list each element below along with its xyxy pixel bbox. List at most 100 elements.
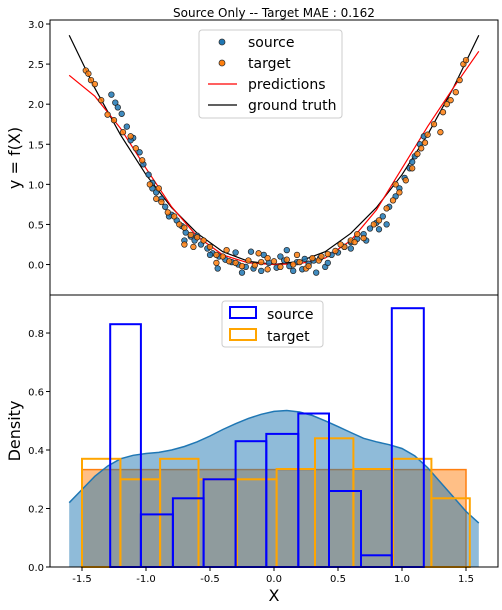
target-point xyxy=(194,234,201,241)
target-point xyxy=(223,246,230,254)
target-point xyxy=(270,258,278,265)
source-point xyxy=(118,110,125,117)
target-point xyxy=(155,185,162,192)
target-point xyxy=(383,205,390,212)
target-point xyxy=(158,198,165,206)
target-point xyxy=(264,266,271,273)
source-point xyxy=(379,213,386,220)
target-point xyxy=(409,165,416,172)
target-point xyxy=(452,89,459,96)
source-kde-area xyxy=(69,410,479,567)
target-point xyxy=(164,209,171,216)
target-point xyxy=(305,262,312,270)
target-point xyxy=(190,243,197,251)
source-point xyxy=(301,255,308,263)
target-point xyxy=(456,76,463,84)
target-point xyxy=(171,213,178,220)
source-point xyxy=(383,221,390,228)
target-point xyxy=(127,133,134,140)
density-panel: X Density 0.00.20.40.60.8-1.5 -1.0 -0.5 0.0… xyxy=(5,294,499,605)
legend-target-label: target xyxy=(248,56,291,72)
x-tick-label: -1.5 xyxy=(72,574,92,585)
density-y-axis-label: Density xyxy=(5,401,24,462)
target-point xyxy=(226,258,233,265)
bottom-axis-ticks: 0.0 0.2 0.4 0.6 0.8 -1.5 -1.0 -0.5 0.0 0.5 1.0 1.5 xyxy=(28,329,474,585)
target-point xyxy=(98,97,105,104)
x-tick-label: 0.0 xyxy=(266,574,282,585)
target-point xyxy=(85,70,92,77)
target-point xyxy=(354,230,361,238)
target-point xyxy=(447,97,454,104)
target-point xyxy=(264,254,271,262)
source-point xyxy=(290,267,297,275)
source-point xyxy=(313,269,320,276)
target-point xyxy=(181,224,188,231)
source-point xyxy=(136,149,143,156)
x-tick-label: -1.0 xyxy=(136,574,156,585)
target-point xyxy=(375,217,383,224)
target-point xyxy=(153,195,160,202)
target-point xyxy=(146,181,153,188)
density-legend-box xyxy=(221,300,324,348)
target-point xyxy=(402,177,409,184)
chart-title: Source Only -- Target MAE : 0.162 xyxy=(173,6,375,20)
target-point xyxy=(443,101,450,108)
density-legend: source target xyxy=(221,300,324,348)
target-point xyxy=(414,150,421,158)
y-tick-label: 1.5 xyxy=(28,140,44,151)
target-point xyxy=(332,247,339,255)
legend-target-marker xyxy=(218,59,226,67)
target-point xyxy=(324,250,331,258)
source-point xyxy=(347,245,354,252)
legend-source-hist-label: source xyxy=(267,307,314,323)
y-tick-label: 0.0 xyxy=(28,563,44,574)
target-point xyxy=(255,250,262,257)
target-point xyxy=(309,254,316,262)
source-point xyxy=(258,267,265,275)
target-point xyxy=(290,261,297,268)
source-point xyxy=(214,265,221,272)
scatter-legend-box xyxy=(198,29,343,119)
target-point xyxy=(91,80,98,88)
legend-ground-truth-label: ground truth xyxy=(248,98,336,114)
target-point xyxy=(176,221,183,228)
source-point xyxy=(162,203,169,210)
legend-source-label: source xyxy=(248,35,295,51)
target-point xyxy=(421,139,429,146)
target-point xyxy=(206,243,214,251)
source-kde-line xyxy=(68,409,480,524)
y-tick-label: 1.0 xyxy=(28,180,44,191)
y-tick-label: 0.8 xyxy=(28,329,44,340)
x-tick-label: -0.5 xyxy=(200,574,220,585)
density-areas xyxy=(68,409,480,568)
legend-target-hist-label: target xyxy=(267,329,310,345)
target-point xyxy=(219,253,226,260)
y-tick-label: 0.0 xyxy=(28,261,44,272)
target-point xyxy=(418,145,425,152)
y-tick-label: 0.2 xyxy=(28,505,44,516)
target-point xyxy=(439,109,447,116)
source-point xyxy=(283,246,290,254)
target-point xyxy=(238,262,246,270)
target-point xyxy=(396,189,403,196)
y-tick-label: 0.4 xyxy=(28,446,44,457)
predictions-line xyxy=(68,50,480,266)
target-point xyxy=(424,131,431,138)
source-point xyxy=(247,248,255,255)
source-point xyxy=(145,171,152,178)
source-point xyxy=(108,91,115,98)
x-tick-label: 1.5 xyxy=(458,574,474,585)
target-point xyxy=(245,257,252,264)
target-point xyxy=(437,129,444,136)
target-point xyxy=(213,251,220,259)
target-point xyxy=(187,231,194,239)
source-point xyxy=(375,226,383,233)
x-tick-label: 1.0 xyxy=(394,574,410,585)
target-point xyxy=(87,76,95,84)
target-point xyxy=(318,253,325,260)
legend-source-hist-swatch xyxy=(229,306,257,319)
target-point xyxy=(430,121,438,128)
target-points xyxy=(82,56,470,273)
source-point xyxy=(114,104,121,111)
